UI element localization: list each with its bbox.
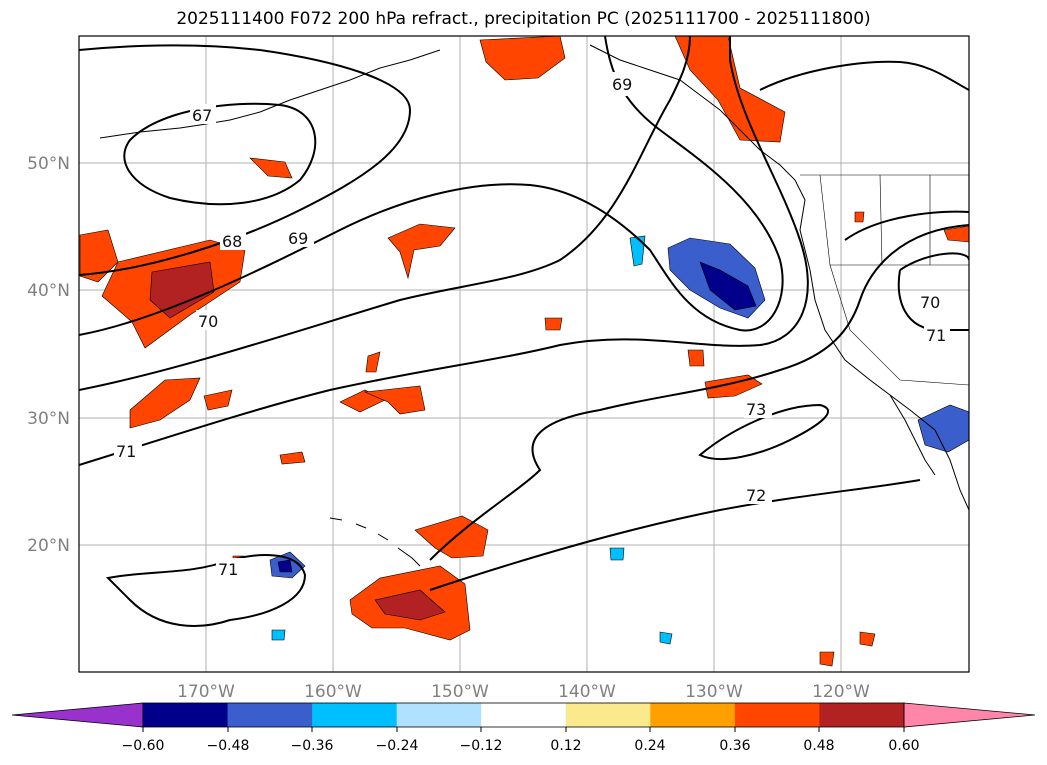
hawaiian-islands [329, 517, 421, 567]
colorbar-segment [481, 703, 567, 727]
lat-tick-label: 40°N [27, 281, 70, 301]
coastlines [99, 44, 969, 567]
colorbar-tick-label: −0.12 [460, 738, 503, 754]
longitude-labels: 170°W 160°W 150°W 140°W 130°W 120°W [177, 682, 870, 702]
contour-69 [79, 36, 784, 336]
refractivity-contours [79, 36, 969, 627]
lon-tick-label: 130°W [685, 682, 743, 702]
precip-area [674, 36, 786, 143]
map-title: 2025111400 F072 200 hPa refract., precip… [176, 9, 871, 29]
colorbar-extend-low [11, 702, 144, 728]
precip-area [629, 235, 646, 267]
colorbar-tick-label: −0.24 [376, 738, 419, 754]
contour-67 [123, 102, 317, 206]
colorbar-frame [142, 702, 905, 728]
colorbar-segment [312, 703, 398, 727]
plot-area: 67 68 69 69 70 70 71 71 71 72 73 [79, 36, 969, 672]
colorbar-segment [565, 703, 651, 727]
contour-70 [79, 36, 691, 391]
precip-area [277, 559, 293, 573]
lat-tick-label: 20°N [27, 536, 70, 556]
colorbar-tick-label: −0.36 [291, 738, 334, 754]
precip-area [374, 589, 446, 621]
latitude-labels: 50°N 40°N 30°N 20°N [27, 154, 70, 556]
contour-70b [79, 36, 809, 466]
contour-label: 72 [746, 486, 766, 505]
colorbar-segment [734, 703, 820, 727]
precip-area [704, 374, 763, 399]
colorbar-tick-label: −0.48 [207, 738, 250, 754]
colorbar-segment [396, 703, 482, 727]
lon-tick-label: 160°W [304, 682, 362, 702]
lat-tick-label: 50°N [27, 154, 70, 174]
precip-area [129, 377, 201, 429]
contour-label: 70 [198, 312, 218, 331]
contour-label: 71 [116, 442, 136, 461]
colorbar-tick-label: −0.60 [122, 738, 165, 754]
colorbar-tick-label: 0.36 [719, 738, 750, 754]
contour-label: 73 [746, 400, 766, 419]
contour-73 [698, 403, 829, 461]
coastline-north-america [589, 44, 969, 511]
precip-area [249, 157, 293, 179]
contour-label: 67 [192, 106, 212, 125]
colorbar-segment [143, 703, 229, 727]
precip-area [609, 547, 625, 561]
precip-area [819, 651, 835, 667]
colorbar-extend-high [903, 702, 1036, 728]
plot-frame [78, 35, 970, 673]
coastline-baja [889, 394, 936, 476]
colorbar-segments [143, 703, 905, 727]
colorbar-tick-label: 0.48 [803, 738, 834, 754]
colorbar-tick-label: 0.12 [550, 738, 581, 754]
contour-east-outer [844, 210, 969, 241]
contour-label: 68 [222, 232, 242, 251]
precip-area [279, 451, 306, 465]
contour-71 [429, 224, 969, 561]
lon-tick-label: 140°W [558, 682, 616, 702]
colorbar-ticks [142, 727, 905, 732]
precip-area [271, 629, 286, 641]
contour-71-south [105, 554, 307, 627]
contour-label: 71 [926, 326, 946, 345]
contour-label: 70 [920, 293, 940, 312]
state-border [800, 174, 969, 386]
lat-tick-label: 30°N [27, 409, 70, 429]
precip-area [859, 631, 876, 647]
precip-area [854, 211, 865, 223]
colorbar-tick-label: 0.24 [634, 738, 665, 754]
aleutian-islands [99, 49, 441, 139]
precip-area [149, 261, 215, 319]
lon-tick-label: 150°W [431, 682, 489, 702]
precip-area [943, 225, 969, 243]
contour-label: 69 [612, 75, 632, 94]
contour-ne [759, 60, 969, 91]
colorbar-segment [819, 703, 905, 727]
lon-tick-label: 170°W [177, 682, 235, 702]
contour-labels: 67 68 69 69 70 70 71 71 71 72 73 [114, 72, 950, 579]
state-border [879, 174, 931, 266]
precip-area [365, 351, 381, 373]
colorbar-segment [227, 703, 313, 727]
lon-tick-label: 120°W [812, 682, 870, 702]
precip-negative-areas [269, 235, 969, 645]
precip-area [203, 389, 233, 411]
precip-area [363, 385, 426, 415]
precip-area [917, 404, 969, 453]
colorbar-segment [650, 703, 736, 727]
contour-label: 71 [218, 560, 238, 579]
precip-area [387, 223, 456, 280]
colorbar-tick-label: 0.60 [888, 738, 919, 754]
contour-label: 69 [288, 229, 308, 248]
colorbar: −0.60 −0.48 −0.36 −0.24 −0.12 0.12 0.24 … [11, 702, 1036, 754]
contour-72 [429, 479, 921, 591]
precip-area [544, 317, 563, 331]
precip-area [687, 349, 705, 367]
precip-area [699, 261, 757, 311]
precip-area [479, 36, 566, 81]
colorbar-labels: −0.60 −0.48 −0.36 −0.24 −0.12 0.12 0.24 … [122, 738, 920, 754]
precip-area [659, 631, 673, 645]
